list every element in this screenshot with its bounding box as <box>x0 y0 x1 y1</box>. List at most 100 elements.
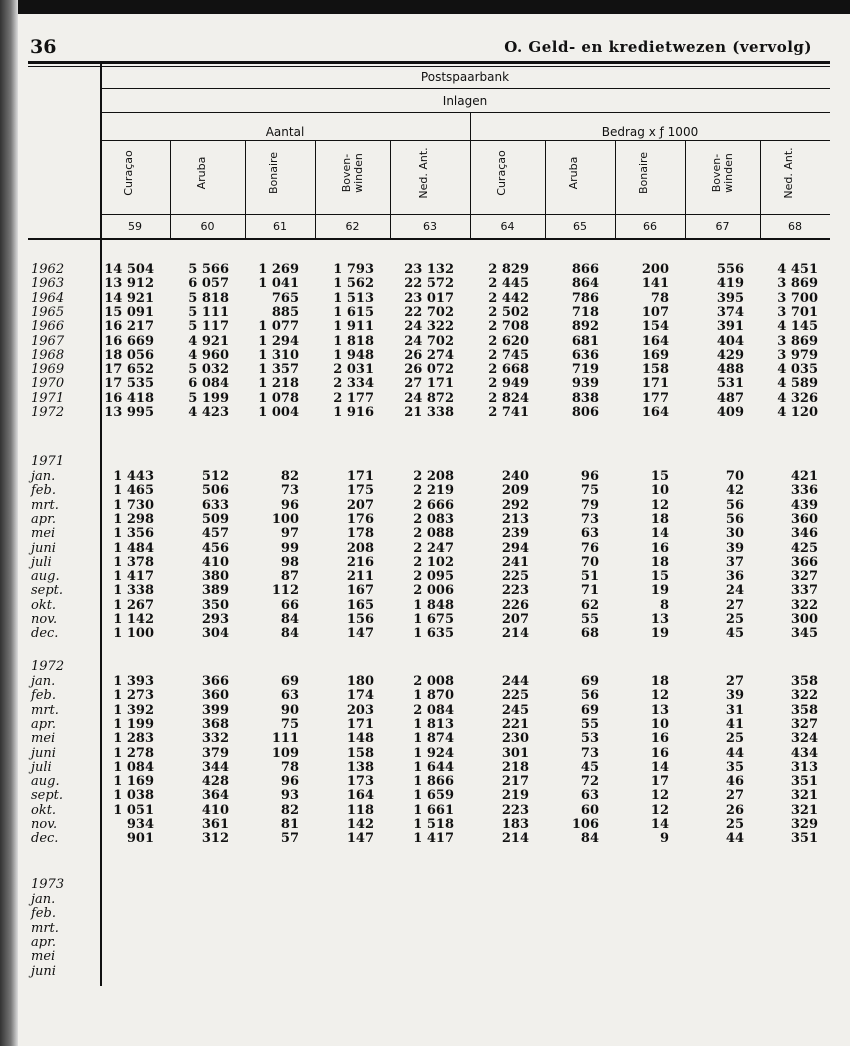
table-cell: 14 <box>650 817 669 832</box>
table-cell: 55 <box>580 716 599 732</box>
row-label: okt. <box>31 802 57 818</box>
page-number: 36 <box>30 36 57 58</box>
row-label: 1964 <box>31 290 65 306</box>
table-cell: 2 949 <box>488 376 529 392</box>
table-cell: 428 <box>201 774 229 790</box>
table-cell: 84 <box>280 626 299 642</box>
table-cell: 214 <box>501 831 529 847</box>
table-cell: 221 <box>501 716 529 732</box>
table-cell: 4 960 <box>188 347 229 363</box>
table-cell: 225 <box>501 688 529 704</box>
table-cell: 885 <box>271 304 299 320</box>
table-cell: 18 <box>650 674 669 689</box>
table-cell: 82 <box>280 469 299 484</box>
table-cell: 14 <box>650 526 669 542</box>
table-cell: 25 <box>725 612 744 627</box>
row-label: juli <box>31 759 52 775</box>
column-divider <box>245 140 246 238</box>
table-cell: 1 948 <box>333 347 374 363</box>
column-header: Bonaire <box>637 151 650 195</box>
table-cell: 99 <box>280 540 299 556</box>
table-cell: 1 866 <box>413 774 454 790</box>
table-cell: 864 <box>571 276 599 292</box>
table-cell: 2 666 <box>413 497 454 513</box>
table-cell: 63 <box>580 788 599 804</box>
table-cell: 1 659 <box>413 788 454 804</box>
table-cell: 1 644 <box>413 759 454 775</box>
table-cell: 380 <box>201 569 229 585</box>
table-cell: 203 <box>346 702 374 718</box>
row-label: okt. <box>31 597 57 613</box>
table-cell: 1 077 <box>258 319 299 335</box>
table-cell: 351 <box>790 831 818 847</box>
table-cell: 1 338 <box>113 583 154 599</box>
table-cell: 26 072 <box>404 362 454 378</box>
table-cell: 211 <box>346 569 374 585</box>
table-cell: 2 031 <box>333 362 374 378</box>
table-cell: 241 <box>501 554 529 570</box>
table-cell: 73 <box>580 745 599 761</box>
table-cell: 15 <box>650 469 669 484</box>
table-cell: 1 294 <box>258 333 299 349</box>
column-header: Curaçao <box>122 150 135 196</box>
table-cell: 2 829 <box>488 262 529 277</box>
table-cell: 313 <box>790 759 818 775</box>
table-cell: 96 <box>280 774 299 790</box>
table-cell: 142 <box>346 817 374 832</box>
row-label: feb. <box>31 688 56 704</box>
table-cell: 2 824 <box>488 390 529 406</box>
table-cell: 76 <box>580 540 599 556</box>
table-cell: 2 445 <box>488 276 529 292</box>
table-cell: 395 <box>716 290 744 306</box>
table-cell: 44 <box>725 831 744 847</box>
table-cell: 292 <box>501 497 529 513</box>
table-cell: 183 <box>501 817 529 832</box>
table-cell: 41 <box>725 716 744 732</box>
row-label: aug. <box>31 569 60 585</box>
subgroup-header: Inlagen <box>442 94 488 108</box>
section-label: 1972 <box>31 659 65 674</box>
table-cell: 25 <box>725 817 744 832</box>
table-cell: 3 979 <box>777 347 818 363</box>
row-label: dec. <box>31 831 59 847</box>
table-cell: 1 793 <box>333 262 374 277</box>
table-cell: 69 <box>580 702 599 718</box>
table-cell: 366 <box>790 554 818 570</box>
row-label: mrt. <box>31 702 59 718</box>
table-cell: 63 <box>580 526 599 542</box>
table-cell: 633 <box>201 497 229 513</box>
table-cell: 2 708 <box>488 319 529 335</box>
table-cell: 1 004 <box>258 405 299 420</box>
table-cell: 19 <box>650 626 669 642</box>
table-cell: 1 269 <box>258 262 299 277</box>
table-cell: 4 120 <box>777 405 818 420</box>
table-cell: 207 <box>346 497 374 513</box>
table-cell: 66 <box>280 597 299 613</box>
table-cell: 2 247 <box>413 540 454 556</box>
table-cell: 4 326 <box>777 390 818 406</box>
column-number: 66 <box>643 220 657 233</box>
table-cell: 934 <box>126 817 154 832</box>
table-cell: 96 <box>280 497 299 513</box>
table-cell: 892 <box>571 319 599 335</box>
column-divider <box>545 140 546 238</box>
table-cell: 18 <box>650 554 669 570</box>
table-cell: 294 <box>501 540 529 556</box>
table-cell: 1 218 <box>258 376 299 392</box>
table-cell: 51 <box>580 569 599 585</box>
table-cell: 36 <box>725 569 744 585</box>
table-cell: 2 083 <box>413 511 454 527</box>
table-cell: 1 870 <box>413 688 454 704</box>
table-cell: 148 <box>346 731 374 747</box>
table-cell: 1 392 <box>113 702 154 718</box>
table-cell: 509 <box>201 511 229 527</box>
column-number: 62 <box>345 220 360 233</box>
table-cell: 337 <box>790 583 818 599</box>
rule <box>100 112 830 113</box>
page-binding-edge <box>0 0 18 1046</box>
table-cell: 174 <box>346 688 374 704</box>
table-cell: 1 310 <box>258 347 299 363</box>
table-cell: 2 741 <box>488 405 529 420</box>
table-cell: 14 504 <box>104 262 154 277</box>
